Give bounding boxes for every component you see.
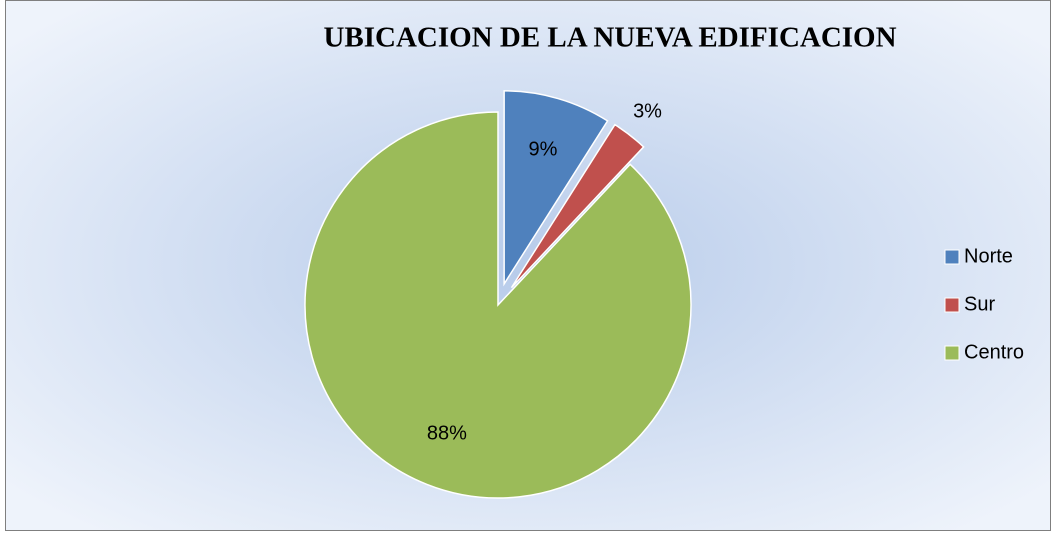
legend-label: Norte [964, 245, 1013, 267]
pie: 9% 3% 88% [304, 90, 692, 499]
pie-slice [304, 111, 692, 499]
legend-swatch [944, 297, 960, 313]
legend: Norte Sur Centro [944, 245, 1024, 363]
data-label: 3% [633, 101, 662, 123]
pie-slice [510, 123, 645, 289]
legend-label: Sur [964, 293, 995, 315]
legend-swatch [944, 345, 960, 361]
legend-label: Centro [964, 341, 1024, 363]
chart-title: UBICACION DE LA NUEVA EDIFICACION [323, 22, 896, 54]
data-label: 9% [528, 139, 557, 161]
data-label: 88% [427, 422, 467, 444]
pie-slice [503, 90, 609, 287]
legend-swatch [944, 249, 960, 265]
